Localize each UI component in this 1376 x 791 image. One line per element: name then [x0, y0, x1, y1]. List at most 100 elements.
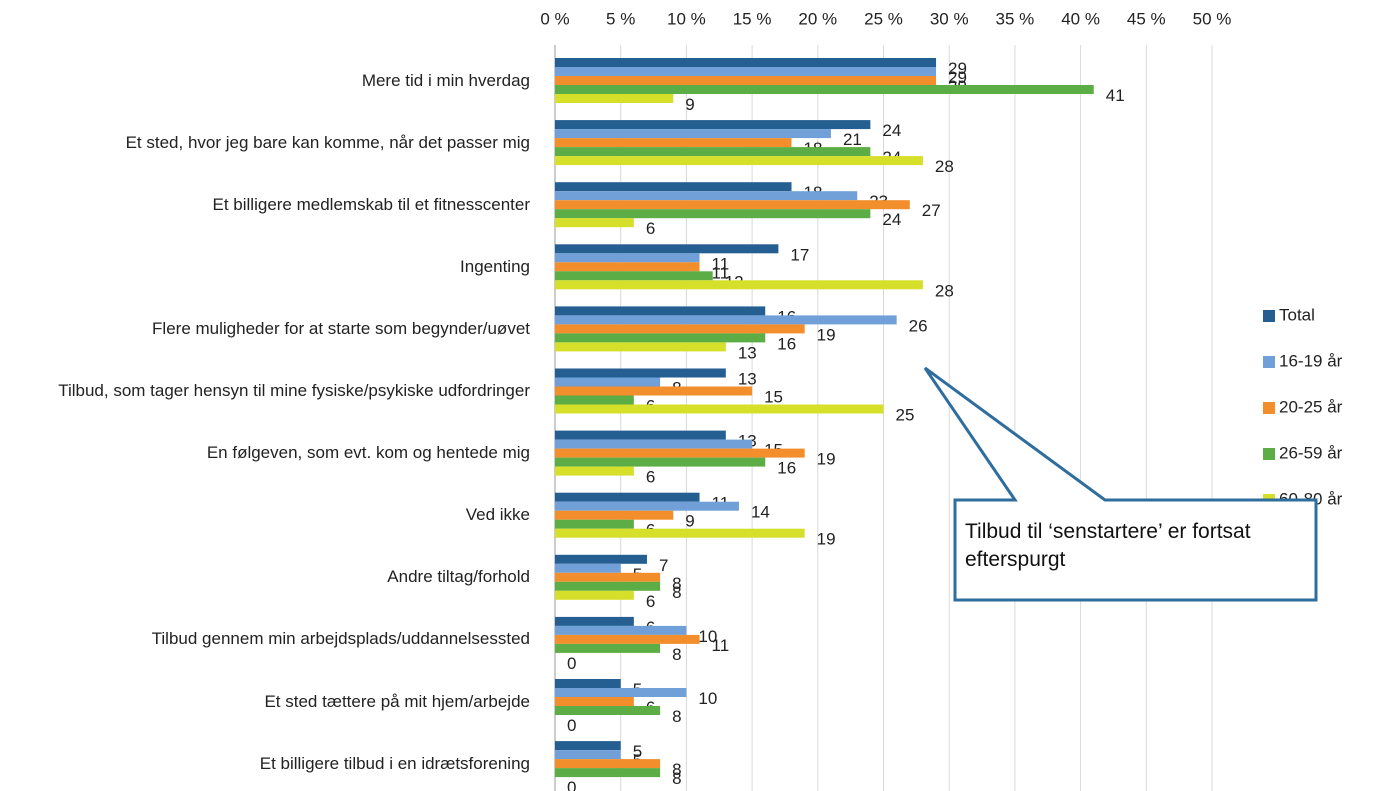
bar [555, 209, 871, 219]
category-label-box: En følgeven, som evt. kom og hentede mig [0, 423, 530, 483]
data-label: 7 [659, 556, 668, 575]
bar [555, 262, 700, 272]
bar [555, 625, 687, 635]
data-label: 6 [646, 468, 655, 487]
data-label: 9 [685, 512, 694, 531]
bar [555, 67, 937, 76]
category-label-box: Ved ikke [0, 485, 530, 545]
data-label: 17 [790, 245, 809, 264]
bar [555, 191, 858, 201]
bar [555, 759, 661, 769]
category-label: Andre tiltag/forhold [0, 547, 530, 607]
data-label: 10 [698, 627, 717, 646]
category-label-text: Flere muligheder for at starte som begyn… [152, 318, 530, 338]
bar [555, 244, 779, 254]
data-label: 16 [777, 459, 796, 478]
data-label: 9 [685, 95, 694, 114]
category-label-box: Et sted, hvor jeg bare kan komme, når de… [0, 113, 530, 173]
bar [555, 643, 661, 653]
bar [555, 519, 634, 529]
data-label: 19 [817, 450, 836, 469]
data-label: 21 [843, 130, 862, 149]
bar [555, 120, 871, 130]
data-label: 15 [764, 387, 783, 406]
category-label-box: Mere tid i min hverdag [0, 51, 530, 111]
data-label: 8 [672, 760, 681, 779]
bar [555, 697, 634, 706]
data-label: 28 [935, 281, 954, 300]
data-label: 8 [672, 769, 681, 788]
bar [555, 457, 766, 467]
bar [555, 404, 884, 414]
category-label-text: Et sted tættere på mit hjem/arbejde [264, 691, 530, 711]
data-label: 8 [672, 707, 681, 726]
legend-swatch [1263, 402, 1275, 414]
bar [555, 563, 621, 573]
bar [555, 590, 634, 600]
bar [555, 253, 700, 263]
bar [555, 688, 687, 697]
bar [555, 750, 621, 760]
bar [555, 501, 739, 511]
x-tick-label: 20 % [798, 9, 837, 28]
x-tick-label: 25 % [864, 9, 903, 28]
category-label: Et billigere medlemskab til et fitnessce… [0, 175, 530, 235]
data-label: 8 [672, 645, 681, 664]
bar [555, 768, 661, 778]
data-label: 28 [935, 157, 954, 176]
bar [555, 342, 726, 352]
bar [555, 466, 634, 476]
callout-text: Tilbud til ‘senstartere’ er fortsat efte… [965, 520, 1251, 572]
data-label: 24 [882, 210, 901, 229]
x-tick-label: 50 % [1193, 9, 1232, 28]
category-label: En følgeven, som evt. kom og hentede mig [0, 423, 530, 483]
bar [555, 138, 792, 148]
bar [555, 616, 634, 626]
category-label-text: Et billigere medlemskab til et fitnessce… [212, 194, 530, 214]
legend-label: 20-25 år [1279, 397, 1343, 416]
legend-label: 26-59 år [1279, 443, 1343, 462]
bar [555, 368, 726, 378]
bar [555, 315, 897, 325]
category-label: Et billigere tilbud i en idrætsforening [0, 734, 530, 791]
category-label-text: Ingenting [460, 256, 530, 276]
bar [555, 218, 634, 228]
category-label-box: Ingenting [0, 237, 530, 297]
bar [555, 528, 805, 538]
bar [555, 280, 923, 290]
legend-swatch [1263, 310, 1275, 322]
bar [555, 271, 713, 281]
category-label-box: Et billigere medlemskab til et fitnessce… [0, 175, 530, 235]
category-label-box: Andre tiltag/forhold [0, 547, 530, 607]
bar [555, 492, 700, 502]
category-label-box: Tilbud, som tager hensyn til mine fysisk… [0, 361, 530, 421]
callout-box [923, 366, 1318, 602]
data-label: 13 [738, 369, 757, 388]
x-tick-label: 40 % [1061, 9, 1100, 28]
bar [555, 333, 766, 343]
category-label: Tilbud gennem min arbejdsplads/uddannels… [0, 609, 530, 669]
plot: 0 % 5 % 10 % 15 % 20 % 25 % 30 % 35 % 40 % 45 % 50… [0, 9, 1343, 791]
category-label: Flere muligheder for at starte som begyn… [0, 299, 530, 359]
category-label-box: Et sted tættere på mit hjem/arbejde [0, 672, 530, 732]
bar [555, 200, 910, 210]
category-label-box: Flere muligheder for at starte som begyn… [0, 299, 530, 359]
bar [555, 581, 661, 591]
bar [555, 129, 831, 139]
category-label-box: Tilbud gennem min arbejdsplads/uddannels… [0, 609, 530, 669]
category-label: Mere tid i min hverdag [0, 51, 530, 111]
data-label: 5 [633, 742, 642, 761]
bar [555, 94, 674, 103]
data-label: 24 [882, 121, 901, 140]
data-label: 8 [672, 583, 681, 602]
data-label: 26 [909, 316, 928, 335]
category-label-box: Et billigere tilbud i en idrætsforening [0, 734, 530, 791]
data-label: 14 [751, 503, 770, 522]
data-label: 29 [948, 59, 967, 78]
category-label: Tilbud, som tager hensyn til mine fysisk… [0, 361, 530, 421]
bar [555, 182, 792, 192]
data-label: 6 [646, 592, 655, 611]
x-tick-label: 0 % [540, 9, 569, 28]
category-label: Et sted, hvor jeg bare kan komme, når de… [0, 113, 530, 173]
